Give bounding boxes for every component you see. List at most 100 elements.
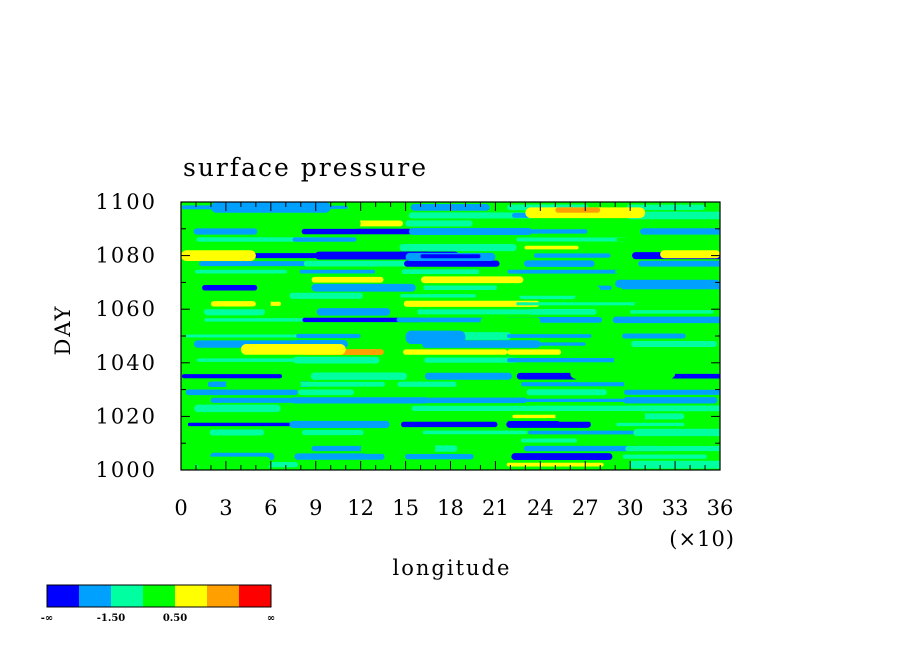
- field-streak: [616, 219, 720, 227]
- field-streak: [612, 349, 720, 355]
- field-streak: [310, 372, 408, 380]
- field-band: [181, 292, 720, 300]
- field-patch: [420, 254, 481, 259]
- field-streak: [181, 294, 252, 298]
- field-streak: [296, 436, 417, 445]
- field-streak: [196, 358, 304, 362]
- x-tick-label: 18: [437, 496, 464, 520]
- field-band: [193, 227, 720, 235]
- field-streak: [203, 308, 266, 316]
- field-band: [207, 380, 681, 388]
- field-streak: [194, 404, 281, 413]
- x-tick-label: 3: [219, 496, 232, 520]
- field-streak: [613, 356, 698, 364]
- x-tick-label: 24: [527, 496, 554, 520]
- field-patch: [405, 330, 466, 345]
- x-tick-label: 9: [309, 496, 322, 520]
- field-streak: [403, 300, 540, 307]
- chart-title: surface pressure: [183, 153, 428, 182]
- x-tick-label: 15: [392, 496, 419, 520]
- field-streak: [397, 381, 457, 387]
- field-streak: [411, 405, 544, 412]
- field-streak: [404, 260, 500, 267]
- field-streak: [311, 276, 384, 283]
- field-streak: [303, 260, 413, 267]
- field-streak: [525, 220, 647, 227]
- field-streak: [424, 357, 517, 363]
- field-streak: [623, 438, 720, 443]
- x-tick-label: 21: [482, 496, 509, 520]
- x-tick-label: 33: [662, 496, 689, 520]
- x-axis-label: longitude: [393, 556, 512, 580]
- x-tick-label: 12: [347, 496, 374, 520]
- field-streak: [193, 213, 297, 218]
- field-streak: [633, 405, 720, 412]
- field-patch: [300, 346, 346, 353]
- field-streak: [629, 310, 714, 314]
- field-streak: [616, 422, 685, 427]
- field-patch: [615, 279, 720, 288]
- field-streak: [202, 284, 258, 291]
- field-streak: [294, 453, 385, 460]
- colorbar-swatch: [239, 585, 271, 607]
- field-streak: [521, 438, 577, 443]
- field-band: [190, 324, 713, 332]
- field-streak: [533, 253, 611, 258]
- field-streak: [309, 366, 388, 370]
- field-streak: [400, 421, 498, 428]
- field-band: [196, 356, 698, 364]
- field-streak: [507, 349, 562, 355]
- field-band: [209, 428, 720, 437]
- field-streak: [628, 460, 720, 469]
- field-streak: [640, 228, 720, 235]
- y-tick-label: 1080: [96, 244, 157, 268]
- field-streak: [188, 438, 264, 443]
- field-streak: [190, 325, 315, 331]
- colorbar-swatch: [111, 585, 143, 607]
- field-streak: [312, 244, 408, 251]
- field-streak: [400, 294, 476, 298]
- field-streak: [524, 245, 579, 250]
- field-band: [194, 404, 720, 413]
- field-streak: [406, 413, 541, 420]
- pressure-field: [181, 202, 720, 470]
- y-tick-label: 1020: [96, 404, 157, 428]
- field-band: [187, 420, 685, 429]
- x-tick-label: 6: [264, 496, 277, 520]
- field-streak: [615, 325, 713, 331]
- field-patch: [480, 317, 541, 326]
- field-streak: [190, 275, 272, 284]
- field-streak: [533, 405, 664, 412]
- field-streak: [517, 398, 648, 402]
- field-streak: [522, 324, 614, 332]
- field-streak: [408, 227, 533, 235]
- field-streak: [528, 430, 660, 435]
- colorbar-label: 0.50: [163, 613, 187, 624]
- field-streak: [193, 228, 258, 235]
- field-streak: [417, 309, 546, 315]
- field-streak: [526, 389, 607, 396]
- field-streak: [204, 318, 319, 322]
- field-streak: [288, 301, 428, 306]
- field-streak: [304, 405, 395, 412]
- field-band: [210, 397, 718, 404]
- field-streak: [208, 221, 279, 226]
- field-streak: [631, 341, 717, 348]
- field-streak: [623, 380, 681, 388]
- field-band: [188, 436, 720, 445]
- field-streak: [423, 285, 498, 290]
- x-axis-multiplier: (×10): [669, 527, 735, 551]
- field-streak: [525, 229, 588, 234]
- colorbar-swatch: [207, 585, 239, 607]
- field-band: [196, 237, 720, 242]
- field-patch: [510, 285, 601, 296]
- field-streak: [506, 358, 638, 363]
- field-streak: [296, 381, 385, 387]
- field-streak: [303, 461, 365, 468]
- field-streak: [633, 428, 720, 437]
- field-streak: [504, 342, 586, 346]
- field-streak: [181, 374, 283, 379]
- field-patch: [555, 411, 646, 422]
- field-patch: [660, 250, 720, 259]
- colorbar-swatch: [175, 585, 207, 607]
